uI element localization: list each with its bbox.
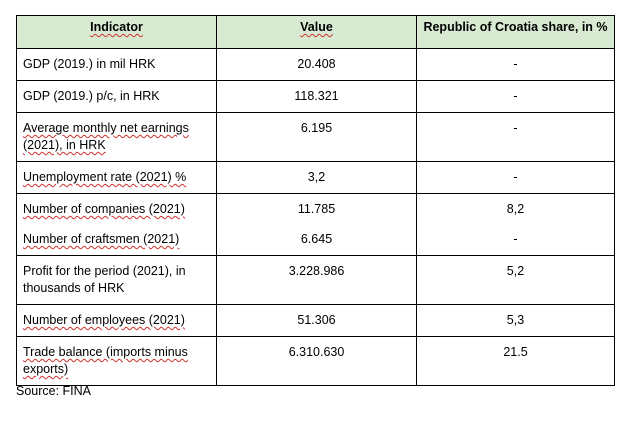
indicator-cell: Profit for the period (2021), in thousan… — [16, 255, 217, 305]
indicator-line: Number of craftsmen (2021) — [23, 232, 180, 246]
value-line: 11.785 — [297, 202, 336, 216]
value-cell: 6.310.630 — [216, 336, 417, 386]
share-cell: 5,3 — [416, 304, 615, 337]
value-cell: 118.321 — [216, 80, 417, 113]
indicator-cell: Number of companies (2021) Number of cra… — [16, 193, 217, 256]
table-row: Trade balance (imports minus exports) 6.… — [16, 336, 615, 386]
indicator-cell: Average monthly net earnings (2021), in … — [16, 112, 217, 162]
table-row: Number of employees (2021) 51.306 5,3 — [16, 304, 615, 337]
table-header-row: Indicator Value Republic of Croatia shar… — [16, 15, 615, 49]
table-row: GDP (2019.) p/c, in HRK 118.321 - — [16, 80, 615, 113]
share-cell: 21.5 — [416, 336, 615, 386]
table-row: GDP (2019.) in mil HRK 20.408 - — [16, 48, 615, 81]
indicator-cell: Number of employees (2021) — [16, 304, 217, 337]
share-cell: 5,2 — [416, 255, 615, 305]
share-cell: - — [416, 48, 615, 81]
value-cell: 20.408 — [216, 48, 417, 81]
indicators-table: Indicator Value Republic of Croatia shar… — [16, 15, 615, 386]
value-cell: 11.785 6.645 — [216, 193, 417, 256]
share-line: 8,2 — [506, 202, 525, 216]
value-cell: 3.228.986 — [216, 255, 417, 305]
share-cell: - — [416, 80, 615, 113]
source-note: Source: FINA — [16, 384, 92, 398]
value-line: 6.645 — [300, 232, 333, 246]
share-line: - — [513, 232, 518, 246]
value-cell: 6.195 — [216, 112, 417, 162]
table-row: Average monthly net earnings (2021), in … — [16, 112, 615, 162]
table-row: Profit for the period (2021), in thousan… — [16, 255, 615, 305]
share-cell: 8,2 - — [416, 193, 615, 256]
share-cell: - — [416, 161, 615, 194]
header-share: Republic of Croatia share, in % — [416, 15, 615, 49]
table-row-group: Number of companies (2021) Number of cra… — [16, 193, 615, 256]
indicator-cell: GDP (2019.) p/c, in HRK — [16, 80, 217, 113]
header-indicator: Indicator — [16, 15, 217, 49]
indicator-cell: Unemployment rate (2021) % — [16, 161, 217, 194]
indicator-cell: GDP (2019.) in mil HRK — [16, 48, 217, 81]
header-value: Value — [216, 15, 417, 49]
value-cell: 51.306 — [216, 304, 417, 337]
value-cell: 3,2 — [216, 161, 417, 194]
share-cell: - — [416, 112, 615, 162]
table-row: Unemployment rate (2021) % 3,2 - — [16, 161, 615, 194]
indicator-line: Number of companies (2021) — [23, 202, 185, 216]
indicator-cell: Trade balance (imports minus exports) — [16, 336, 217, 386]
